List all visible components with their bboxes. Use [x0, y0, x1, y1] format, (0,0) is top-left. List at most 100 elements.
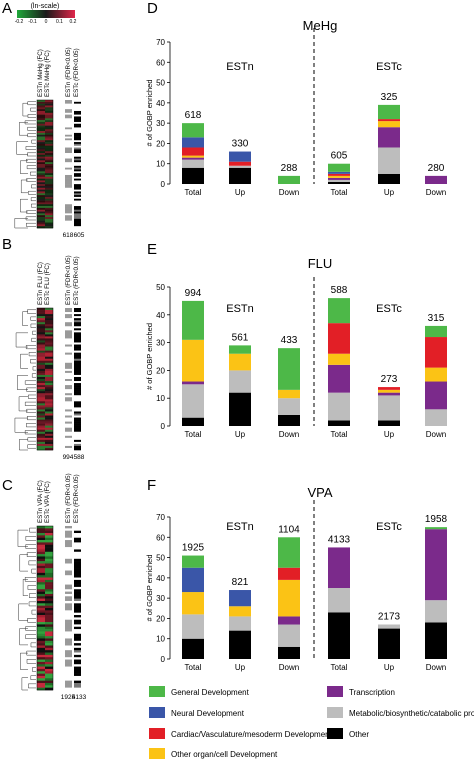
fdr-cell — [65, 664, 72, 667]
fdr-cell — [74, 211, 81, 214]
bar-segment — [229, 353, 251, 371]
dendrogram-branch — [14, 218, 28, 229]
fdr-cell — [65, 224, 72, 227]
dendrogram-branch — [25, 536, 36, 541]
fdr-cell — [74, 591, 81, 595]
heatmap-cell — [37, 207, 45, 211]
fdr-cell — [74, 364, 81, 368]
bar-segment — [328, 181, 350, 184]
y-tick-label: 20 — [156, 139, 165, 148]
fdr-cell — [65, 407, 72, 410]
heatmap-cell — [45, 441, 53, 445]
heatmap-cell — [45, 204, 53, 207]
fdr-cell — [65, 443, 72, 447]
fdr-cell — [65, 381, 72, 384]
dendrogram-branch — [27, 437, 36, 442]
y-tick-label: 10 — [156, 160, 165, 169]
dendrogram-branch — [26, 408, 36, 413]
heatmap-column-label: ESTn (FDR<0.05) — [65, 47, 72, 97]
heatmap-cell — [45, 558, 53, 562]
fdr-cell — [65, 346, 72, 349]
x-tick-label: Up — [384, 430, 395, 439]
heatmap-cell — [37, 673, 45, 677]
panel-letter-c: C — [2, 477, 13, 494]
bar-segment — [182, 384, 204, 418]
dendrogram-branch — [19, 439, 28, 451]
legend-item: Cardiac/Vasculature/mesoderm Development — [149, 728, 333, 739]
y-tick-label: 70 — [156, 513, 165, 522]
fdr-cell — [65, 200, 72, 203]
heatmap-cell — [45, 143, 53, 147]
heatmap-cell — [45, 409, 53, 412]
heatmap-cell — [45, 528, 53, 531]
heatmap-cell — [45, 405, 53, 408]
fdr-cell — [74, 171, 81, 174]
fdr-cell — [65, 149, 72, 152]
bar-segment — [229, 151, 251, 162]
fdr-cell — [74, 605, 81, 609]
heatmap-cell — [37, 596, 45, 599]
heatmap-count-estn: 1925 — [61, 694, 76, 701]
heatmap-cell — [45, 608, 53, 611]
fdr-cell — [74, 403, 81, 406]
heatmap-cell — [45, 551, 53, 555]
fdr-cell — [65, 350, 72, 353]
y-tick-label: 20 — [156, 614, 165, 623]
heatmap-column-label: ESTc (FDR<0.05) — [73, 474, 80, 523]
heatmap-cell — [37, 659, 45, 663]
dendrogram-branch — [28, 352, 36, 357]
fdr-cell — [65, 140, 72, 143]
heatmap-cell — [45, 447, 53, 451]
heatmap-cell — [37, 549, 45, 553]
heatmap-cell — [45, 189, 53, 192]
fdr-cell — [65, 215, 72, 218]
heatmap-cell — [45, 200, 53, 203]
fdr-cell — [65, 530, 72, 534]
fdr-cell — [65, 415, 72, 418]
bar-segment — [182, 159, 204, 168]
bar-segment — [278, 567, 300, 580]
fdr-cell — [65, 533, 72, 536]
heatmap-cell — [37, 542, 45, 546]
heatmap-cell — [37, 381, 45, 384]
bar-total-label: 2173 — [378, 612, 401, 623]
bar-total-label: 4133 — [328, 534, 351, 545]
fdr-cell — [74, 671, 81, 674]
heatmap-cell — [37, 393, 45, 396]
bar-segment — [229, 161, 251, 166]
fdr-cell — [65, 431, 72, 435]
fdr-cell — [65, 366, 72, 370]
heatmap-cell — [45, 360, 53, 364]
bar-total-label: 994 — [185, 288, 202, 299]
heatmap-cell — [45, 310, 53, 313]
heatmap-cell — [37, 206, 45, 209]
fdr-cell — [74, 200, 81, 203]
bar-segment — [328, 588, 350, 613]
fdr-cell — [65, 659, 72, 663]
fdr-cell — [74, 376, 81, 380]
heatmap-cell — [37, 100, 45, 103]
fdr-cell — [65, 640, 72, 644]
heatmap-cell — [45, 364, 53, 368]
fdr-cell — [74, 332, 81, 335]
fdr-cell — [65, 101, 72, 104]
heatmap-cell — [45, 673, 53, 677]
fdr-cell — [74, 650, 81, 653]
y-tick-label: 60 — [156, 58, 165, 67]
fdr-cell — [74, 206, 81, 209]
color-scale-tick: -0.1 — [28, 19, 37, 25]
dendrogram-branch — [26, 659, 36, 664]
fdr-cell — [65, 308, 72, 311]
fdr-cell — [65, 217, 72, 220]
heatmap-cell — [45, 318, 53, 321]
heatmap-cell — [45, 429, 53, 433]
bar-segment — [229, 590, 251, 607]
dendrogram-branch — [19, 122, 28, 136]
fdr-cell — [65, 565, 72, 569]
fdr-cell — [65, 147, 72, 150]
bar-segment — [378, 173, 400, 184]
fdr-cell — [65, 344, 72, 347]
bar-segment — [378, 104, 400, 120]
bar-total-label: 1958 — [425, 514, 448, 525]
fdr-cell — [65, 631, 72, 635]
